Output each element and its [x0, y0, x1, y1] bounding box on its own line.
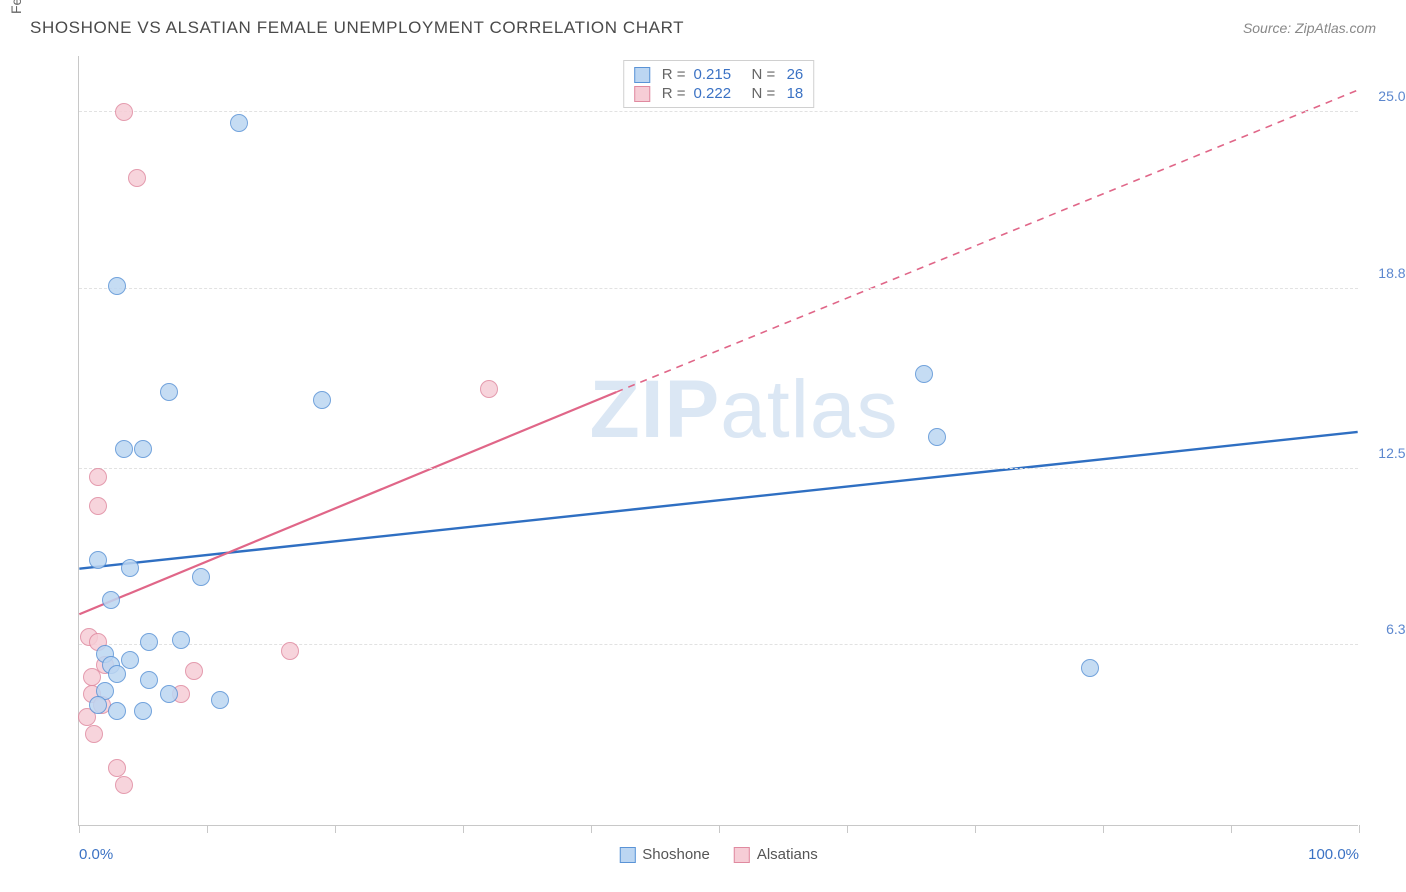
scatter-point-shoshone [134, 440, 152, 458]
x-tick [1231, 825, 1232, 833]
watermark-zip: ZIP [590, 364, 721, 455]
scatter-point-shoshone [211, 691, 229, 709]
scatter-point-shoshone [230, 114, 248, 132]
swatch-series1-icon [619, 847, 635, 863]
scatter-point-alsatians [281, 642, 299, 660]
y-tick-label: 6.3% [1366, 621, 1406, 637]
x-tick-label: 0.0% [79, 846, 113, 863]
correlation-legend: R = 0.215 N = 26 R = 0.222 N = 18 [623, 60, 815, 108]
r-label: R = [662, 66, 686, 83]
series-legend: Shoshone Alsatians [619, 846, 817, 863]
scatter-point-shoshone [134, 702, 152, 720]
y-axis-label: Female Unemployment [8, 0, 24, 14]
r-value-series2: 0.222 [694, 85, 738, 102]
scatter-point-shoshone [108, 702, 126, 720]
scatter-point-alsatians [128, 169, 146, 187]
r-value-series1: 0.215 [694, 66, 738, 83]
trend-line [79, 432, 1357, 569]
gridline [79, 644, 1358, 645]
trend-line [79, 392, 616, 614]
scatter-point-shoshone [121, 651, 139, 669]
legend-item-series2: Alsatians [734, 846, 818, 863]
plot-area: ZIPatlas R = 0.215 N = 26 R = 0.222 N = … [78, 56, 1358, 826]
chart-title: SHOSHONE VS ALSATIAN FEMALE UNEMPLOYMENT… [30, 18, 684, 38]
watermark-atlas: atlas [720, 364, 898, 455]
x-tick [335, 825, 336, 833]
scatter-point-shoshone [915, 365, 933, 383]
x-tick [207, 825, 208, 833]
scatter-point-alsatians [108, 759, 126, 777]
scatter-point-alsatians [115, 776, 133, 794]
legend-row-series2: R = 0.222 N = 18 [634, 84, 804, 103]
scatter-point-shoshone [89, 696, 107, 714]
gridline [79, 468, 1358, 469]
n-label: N = [752, 66, 776, 83]
scatter-point-shoshone [140, 671, 158, 689]
scatter-point-alsatians [89, 497, 107, 515]
trend-line [616, 90, 1357, 392]
x-tick [847, 825, 848, 833]
legend-item-series1: Shoshone [619, 846, 710, 863]
y-tick-label: 18.8% [1366, 265, 1406, 281]
scatter-point-shoshone [115, 440, 133, 458]
scatter-point-alsatians [85, 725, 103, 743]
source-attribution: Source: ZipAtlas.com [1243, 20, 1376, 36]
scatter-point-shoshone [172, 631, 190, 649]
scatter-point-shoshone [102, 591, 120, 609]
swatch-series1-icon [634, 67, 650, 83]
x-tick [591, 825, 592, 833]
swatch-series2-icon [634, 86, 650, 102]
n-label: N = [752, 85, 776, 102]
scatter-point-shoshone [160, 383, 178, 401]
scatter-point-shoshone [89, 551, 107, 569]
x-tick [1103, 825, 1104, 833]
legend-row-series1: R = 0.215 N = 26 [634, 65, 804, 84]
scatter-point-shoshone [192, 568, 210, 586]
n-value-series1: 26 [783, 66, 803, 83]
scatter-point-alsatians [89, 468, 107, 486]
scatter-point-alsatians [115, 103, 133, 121]
scatter-point-shoshone [1081, 659, 1099, 677]
legend-label-series2: Alsatians [757, 846, 818, 863]
x-tick [719, 825, 720, 833]
scatter-point-alsatians [480, 380, 498, 398]
watermark: ZIPatlas [590, 363, 899, 457]
x-tick [975, 825, 976, 833]
y-tick-label: 25.0% [1366, 88, 1406, 104]
x-tick-label: 100.0% [1308, 846, 1359, 863]
gridline [79, 288, 1358, 289]
y-tick-label: 12.5% [1366, 445, 1406, 461]
scatter-point-shoshone [313, 391, 331, 409]
scatter-point-shoshone [108, 277, 126, 295]
trend-lines-layer [79, 56, 1358, 825]
scatter-point-alsatians [185, 662, 203, 680]
x-tick [1359, 825, 1360, 833]
scatter-point-shoshone [928, 428, 946, 446]
gridline [79, 111, 1358, 112]
scatter-point-shoshone [140, 633, 158, 651]
x-tick [79, 825, 80, 833]
x-tick [463, 825, 464, 833]
n-value-series2: 18 [783, 85, 803, 102]
r-label: R = [662, 85, 686, 102]
scatter-point-shoshone [160, 685, 178, 703]
scatter-point-shoshone [108, 665, 126, 683]
swatch-series2-icon [734, 847, 750, 863]
legend-label-series1: Shoshone [642, 846, 710, 863]
scatter-point-shoshone [121, 559, 139, 577]
